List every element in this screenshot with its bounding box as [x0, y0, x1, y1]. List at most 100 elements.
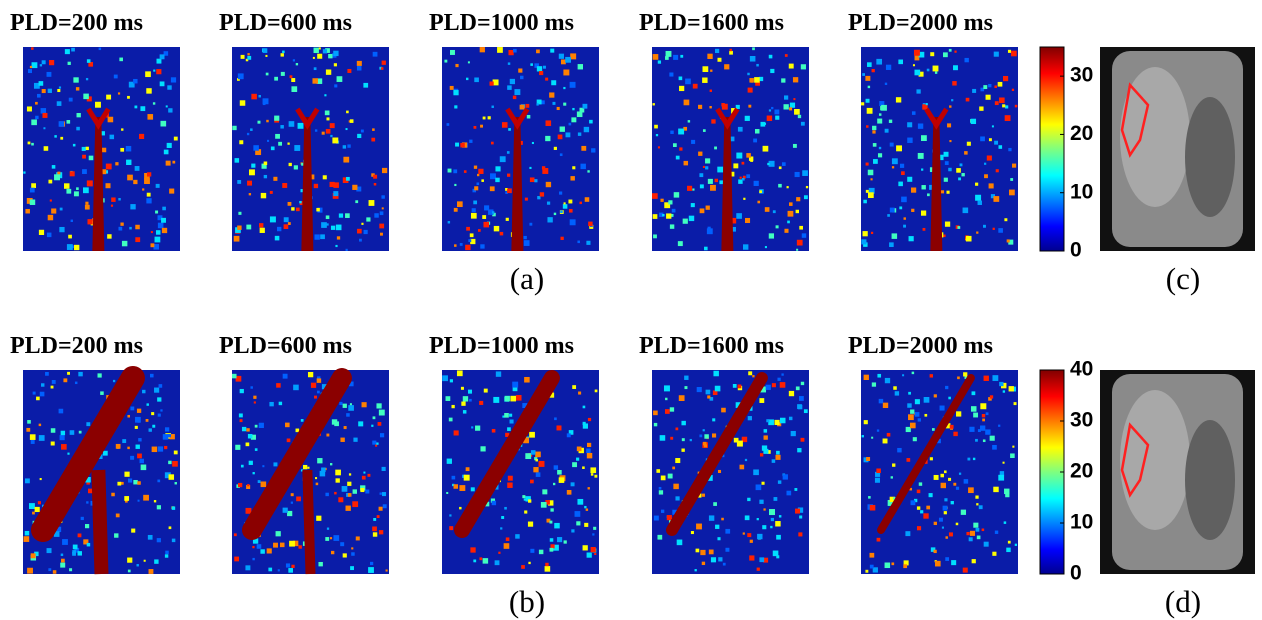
map-speckle — [481, 179, 484, 182]
map-speckle — [980, 425, 986, 431]
map-speckle — [907, 176, 913, 182]
map-speckle — [653, 234, 657, 239]
map-speckle — [918, 51, 925, 58]
map-speckle — [152, 424, 156, 428]
map-speckle — [128, 81, 135, 88]
map-speckle — [652, 214, 658, 219]
map-speckle — [796, 239, 803, 246]
map-speckle — [253, 401, 256, 404]
map-speckle — [969, 426, 975, 432]
map-speckle — [260, 481, 267, 488]
map-speckle — [884, 128, 889, 133]
panel-title: PLD=200 ms — [10, 10, 143, 36]
map-speckle — [361, 222, 364, 225]
map-speckle — [251, 163, 256, 168]
map-speckle — [504, 395, 510, 402]
map-speckle — [153, 69, 156, 72]
map-speckle — [300, 469, 304, 472]
map-speckle — [985, 412, 989, 416]
map-speckle — [672, 466, 676, 470]
map-speckle — [913, 49, 920, 56]
map-speckle — [529, 222, 533, 226]
map-speckle — [976, 231, 979, 234]
map-speckle — [51, 208, 57, 214]
map-speckle — [899, 163, 905, 168]
map-speckle — [699, 208, 705, 214]
map-speckle — [1004, 488, 1010, 495]
map-speckle — [307, 371, 314, 378]
map-speckle — [361, 402, 367, 408]
anatomy-organ — [1120, 390, 1190, 530]
map-speckle — [690, 531, 694, 535]
map-speckle — [366, 217, 371, 222]
map-speckle — [973, 522, 979, 528]
map-speckle — [100, 391, 104, 395]
map-speckle — [34, 551, 39, 557]
map-speckle — [672, 509, 678, 515]
colorbar-tick-label: 30 — [1070, 409, 1093, 432]
map-speckle — [356, 65, 362, 71]
map-speckle — [135, 224, 140, 230]
map-speckle — [975, 182, 979, 186]
map-speckle — [172, 461, 178, 467]
map-speckle — [520, 75, 524, 80]
map-speckle — [968, 537, 973, 542]
map-speckle — [505, 432, 510, 437]
map-speckle — [36, 396, 40, 401]
map-speckle — [154, 236, 161, 243]
map-speckle — [1000, 382, 1007, 389]
map-speckle — [933, 474, 939, 480]
map-speckle — [469, 398, 472, 402]
map-speckle — [461, 401, 466, 406]
map-speckle — [536, 103, 539, 106]
map-speckle — [296, 207, 300, 212]
map-speckle — [545, 77, 549, 81]
map-speckle — [1012, 445, 1015, 448]
map-speckle — [970, 406, 977, 412]
map-speckle — [371, 173, 375, 177]
map-speckle — [48, 60, 55, 66]
map-speckle — [283, 224, 289, 229]
map-speckle — [956, 168, 961, 173]
map-speckle — [965, 235, 972, 242]
map-speckle — [489, 81, 494, 86]
map-speckle — [680, 54, 684, 58]
map-speckle — [764, 246, 767, 249]
map-speckle — [921, 185, 926, 190]
map-speckle — [794, 108, 800, 115]
map-speckle — [54, 174, 61, 181]
map-speckle — [756, 63, 759, 67]
map-speckle — [453, 207, 458, 212]
map-speckle — [542, 489, 548, 495]
map-speckle — [291, 564, 295, 569]
map-speckle — [381, 195, 385, 199]
map-speckle — [46, 548, 52, 554]
map-speckle — [26, 106, 32, 112]
map-speckle — [669, 407, 675, 412]
map-speckle — [731, 226, 736, 232]
map-speckle — [560, 236, 564, 241]
map-speckle — [250, 128, 253, 131]
map-speckle — [922, 227, 926, 231]
map-speckle — [136, 564, 139, 567]
map-speckle — [285, 422, 290, 428]
map-speckle — [63, 378, 68, 383]
map-speckle — [288, 568, 293, 573]
map-speckle — [82, 169, 87, 174]
map-speckle — [672, 143, 677, 148]
map-speckle — [118, 226, 123, 231]
map-speckle — [83, 93, 89, 100]
map-speckle — [347, 481, 352, 486]
map-speckle — [252, 538, 259, 544]
vessel — [31, 366, 145, 542]
map-speckle — [287, 510, 293, 517]
map-speckle — [290, 501, 293, 504]
map-speckle — [101, 147, 107, 153]
map-speckle — [126, 159, 132, 166]
map-speckle — [273, 176, 278, 181]
map-speckle — [473, 165, 478, 169]
map-speckle — [988, 183, 994, 189]
map-speckle — [174, 482, 177, 485]
map-speckle — [345, 128, 348, 131]
map-speckle — [781, 162, 786, 166]
